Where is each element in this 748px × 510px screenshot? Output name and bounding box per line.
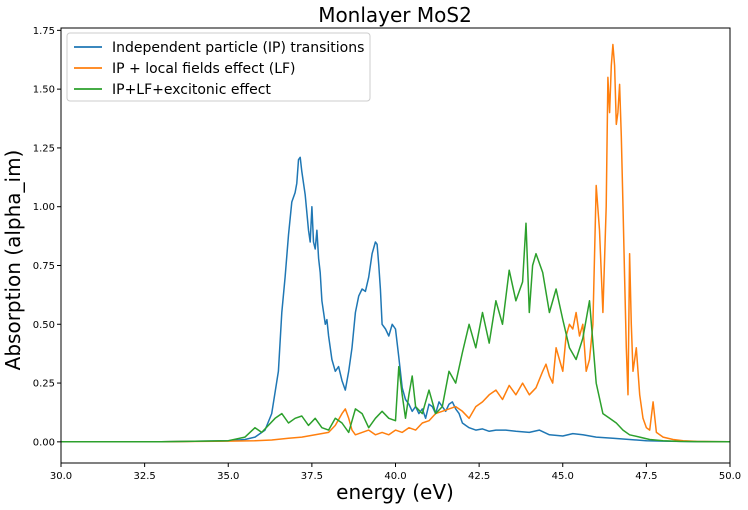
y-axis-ticks: 0.00 0.25 0.50 0.75 1.00 1.25 1.50 1.75 xyxy=(33,26,61,448)
legend-frame xyxy=(66,32,371,102)
x-axis-ticks: 30.0 32.5 35.0 37.5 40.0 42.5 45.0 47.5 50.0 xyxy=(50,463,741,482)
y-tick-label: 1.25 xyxy=(33,143,55,154)
y-tick-label: 0.00 xyxy=(33,437,55,448)
x-tick-label: 37.5 xyxy=(301,471,323,482)
x-tick-label: 42.5 xyxy=(468,471,490,482)
x-axis-title: energy (eV) xyxy=(336,480,454,504)
x-tick-label: 32.5 xyxy=(133,471,155,482)
x-tick-label: 47.5 xyxy=(635,471,657,482)
series-line-3 xyxy=(61,222,731,443)
x-tick-label: 30.0 xyxy=(50,471,72,482)
x-tick-label: 40.0 xyxy=(384,471,406,482)
legend-label-3: IP+LF+excitonic effect xyxy=(112,82,271,98)
x-tick-label: 35.0 xyxy=(217,471,239,482)
legend-label-2: IP + local fields effect (LF) xyxy=(112,61,296,77)
series-line-2 xyxy=(61,43,731,443)
y-tick-label: 0.75 xyxy=(33,261,55,272)
x-tick-label: 45.0 xyxy=(552,471,574,482)
y-tick-label: 1.75 xyxy=(33,26,55,37)
y-tick-label: 1.50 xyxy=(33,85,55,96)
plot-lines xyxy=(61,43,731,443)
y-tick-label: 0.50 xyxy=(33,320,55,331)
chart-title: Monlayer MoS2 xyxy=(318,3,472,27)
legend: Independent particle (IP) transitions IP … xyxy=(66,32,371,102)
series-line-1 xyxy=(61,156,731,443)
x-tick-label: 50.0 xyxy=(719,471,741,482)
y-axis-title: Absorption (alpha_im) xyxy=(1,150,25,371)
y-tick-label: 0.25 xyxy=(33,379,55,390)
y-tick-label: 1.00 xyxy=(33,202,55,213)
legend-label-1: Independent particle (IP) transitions xyxy=(112,40,364,56)
